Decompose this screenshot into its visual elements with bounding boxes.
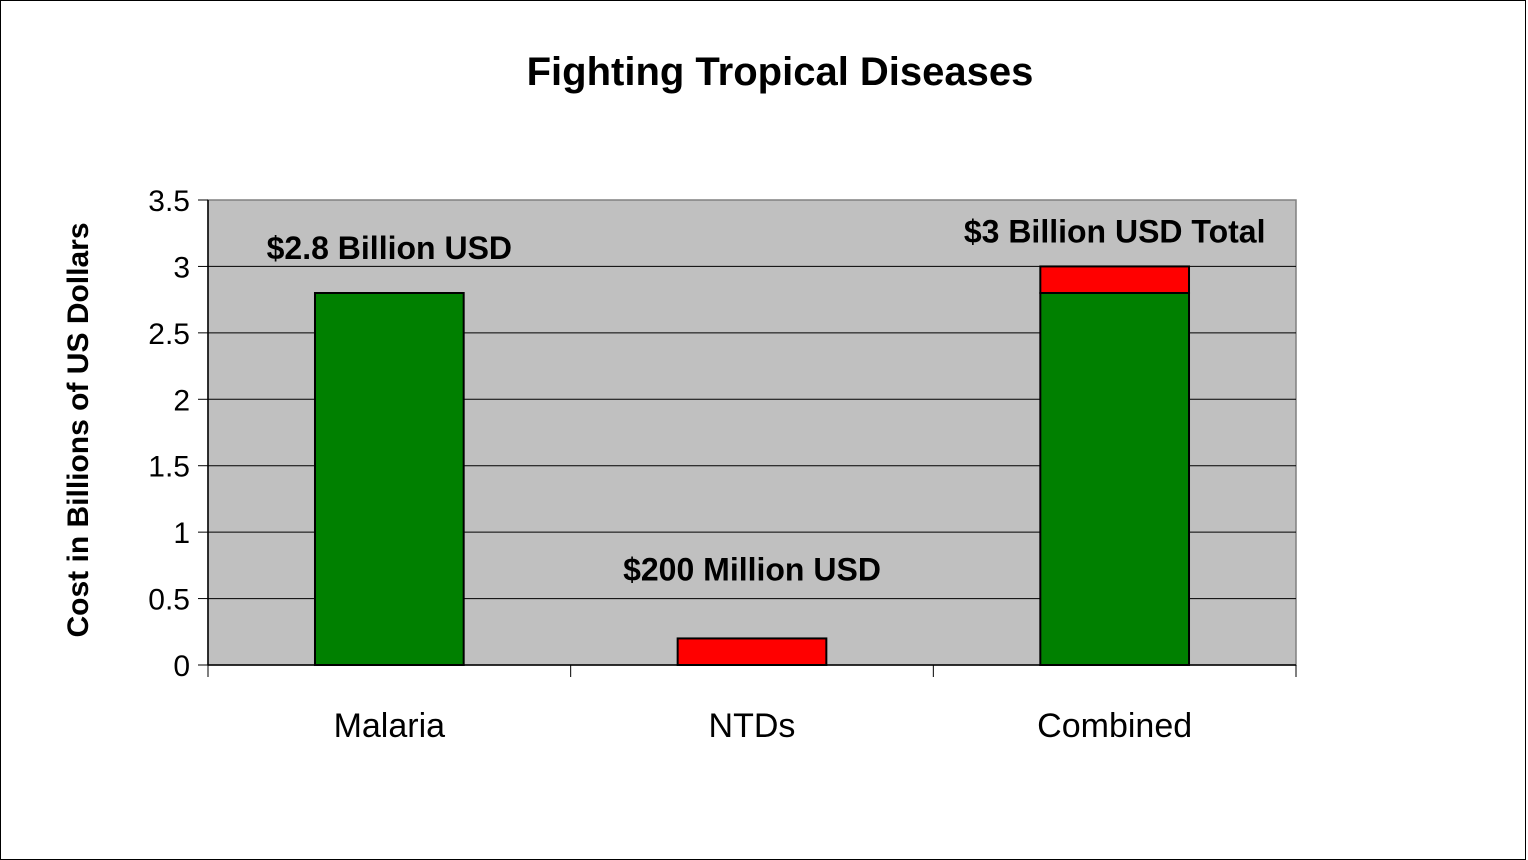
data-label: $200 Million USD	[623, 551, 881, 587]
y-tick-label: 1.5	[148, 451, 190, 484]
bar-malaria-segment-1	[313, 292, 465, 666]
y-tick-label: 0	[173, 650, 190, 683]
x-tick-label: Malaria	[334, 707, 446, 745]
bar-combined-segment-2	[1039, 265, 1191, 294]
y-tick-label: 3.5	[148, 185, 190, 218]
data-label: $2.8 Billion USD	[267, 230, 512, 266]
y-tick-label: 2.5	[148, 318, 190, 351]
y-tick-label: 3	[173, 251, 190, 284]
x-tick-label: Combined	[1037, 707, 1192, 745]
chart-title: Fighting Tropical Diseases	[527, 50, 1034, 94]
x-tick-label: NTDs	[709, 707, 796, 745]
bar-ntds-segment-2	[676, 637, 828, 667]
y-tick-label: 2	[173, 384, 190, 417]
bar-combined-segment-1	[1039, 292, 1191, 666]
y-axis-label: Cost in Billions of US Dollars	[62, 222, 95, 637]
data-label: $3 Billion USD Total	[964, 213, 1266, 249]
y-tick-label: 0.5	[148, 584, 190, 617]
y-tick-label: 1	[173, 517, 190, 550]
